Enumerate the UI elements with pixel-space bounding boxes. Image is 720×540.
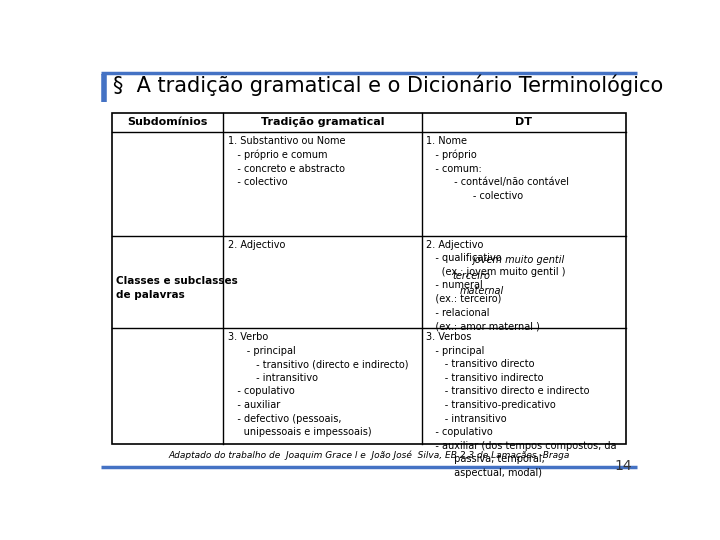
Text: DT: DT	[516, 117, 533, 127]
Text: 3. Verbos
   - principal
      - transitivo directo
      - transitivo indirecto: 3. Verbos - principal - transitivo direc…	[426, 332, 617, 478]
Text: 1. Substantivo ou Nome
   - próprio e comum
   - concreto e abstracto
   - colec: 1. Substantivo ou Nome - próprio e comum…	[228, 136, 346, 187]
Text: maternal: maternal	[459, 287, 504, 296]
Text: Classes e subclasses
de palavras: Classes e subclasses de palavras	[117, 276, 238, 300]
Text: 2. Adjectivo: 2. Adjectivo	[228, 240, 285, 249]
Text: terceiro: terceiro	[453, 271, 491, 281]
Text: Subdomínios: Subdomínios	[127, 117, 207, 127]
Text: Adaptado do trabalho de  Joaquim Grace l e  João José  Silva, EB 2,3 de Lamaçães: Adaptado do trabalho de Joaquim Grace l …	[168, 450, 570, 460]
Text: 14: 14	[615, 459, 632, 473]
Bar	[112, 112, 626, 444]
Text: 1. Nome
   - próprio
   - comum:
         - contável/não contável
              : 1. Nome - próprio - comum: - contável/nã…	[426, 136, 570, 201]
Text: 2. Adjectivo
   - qualificativo
     (ex.: jovem muito gentil )
   - numeral
   : 2. Adjectivo - qualificativo (ex.: jovem…	[426, 240, 566, 331]
Text: §  A tradição gramatical e o Dicionário Terminológico: § A tradição gramatical e o Dicionário T…	[113, 74, 664, 96]
Text: 3. Verbo
      - principal
         - transitivo (directo e indirecto)
         : 3. Verbo - principal - transitivo (direc…	[228, 332, 408, 437]
Text: jovem muito gentil: jovem muito gentil	[472, 255, 564, 265]
Text: Tradição gramatical: Tradição gramatical	[261, 117, 384, 127]
